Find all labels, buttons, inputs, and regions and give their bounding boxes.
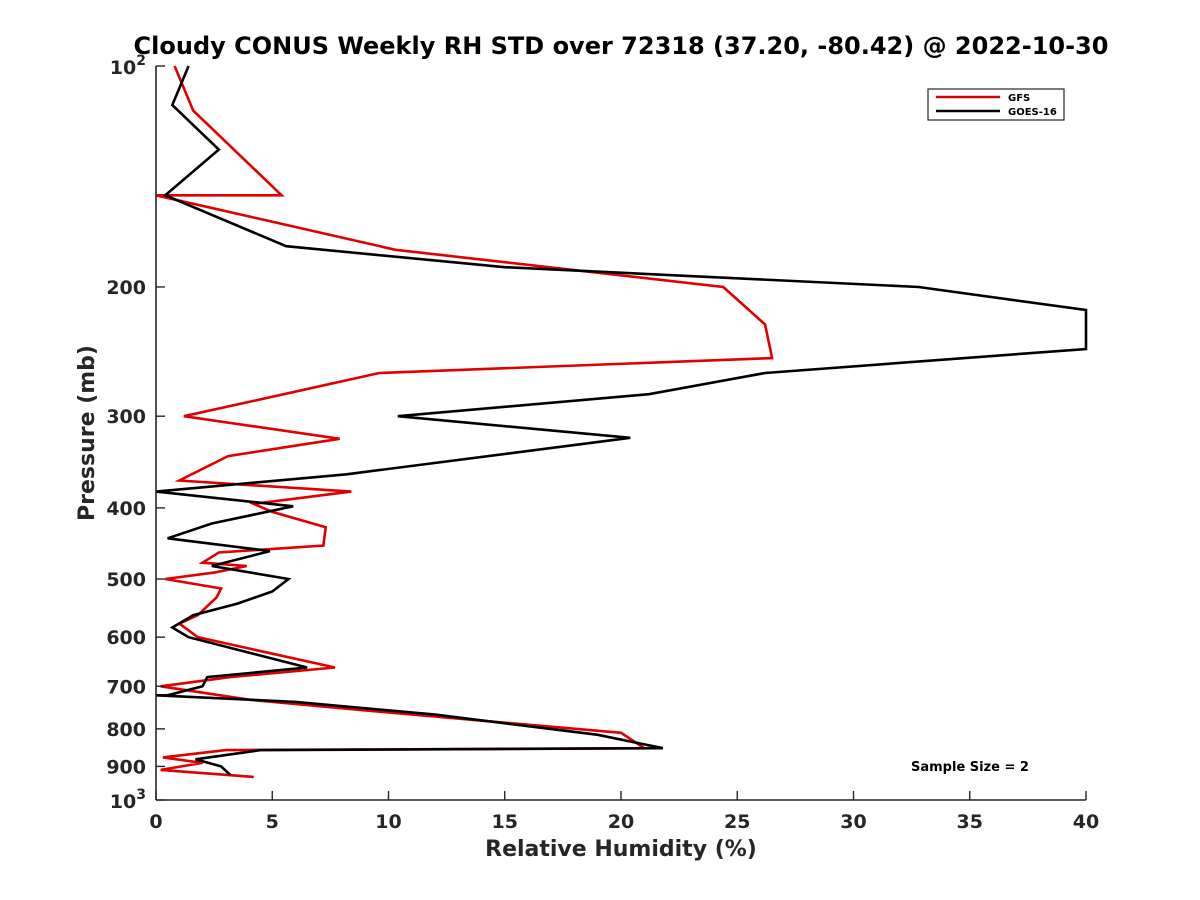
x-tick-label: 30 — [840, 811, 866, 833]
series-layer — [155, 65, 1088, 779]
y-tick-label: 102 — [110, 53, 146, 79]
y-tick-label: 600 — [106, 627, 146, 649]
y-axis-label: Pressure (mb) — [75, 345, 100, 521]
x-tick-label: 5 — [266, 811, 279, 833]
y-tick-label: 200 — [106, 277, 146, 299]
series-line-goes16 — [155, 65, 1088, 777]
x-tick-label: 15 — [492, 811, 518, 833]
sample-size-annotation: Sample Size = 2 — [911, 760, 1029, 775]
x-tick-label: 10 — [375, 811, 401, 833]
x-tick-label: 25 — [724, 811, 750, 833]
x-tick-label: 20 — [608, 811, 634, 833]
chart-title: Cloudy CONUS Weekly RH STD over 72318 (3… — [134, 32, 1109, 60]
y-tick-label: 800 — [106, 719, 146, 741]
y-tick-label: 700 — [106, 676, 146, 698]
y-tick-label: 900 — [106, 756, 146, 778]
y-tick-label: 300 — [106, 406, 146, 428]
y-axis: 102 200 300 400 500 600 700 800 900 103 — [106, 53, 165, 813]
x-tick-label: 35 — [957, 811, 983, 833]
legend-label-gfs: GFS — [1008, 93, 1030, 104]
x-tick-label: 40 — [1073, 811, 1099, 833]
x-tick-label: 0 — [149, 811, 162, 833]
y-tick-label: 500 — [106, 569, 146, 591]
legend-label-goes16: GOES-16 — [1008, 107, 1057, 118]
x-axis-label: Relative Humidity (%) — [485, 837, 757, 862]
x-axis: 0 5 10 15 20 25 30 35 40 — [149, 791, 1099, 833]
legend-box — [927, 88, 1065, 121]
y-tick-label: 103 — [110, 787, 146, 813]
y-tick-label: 400 — [106, 498, 146, 520]
legend: GFS GOES-16 — [927, 88, 1065, 121]
